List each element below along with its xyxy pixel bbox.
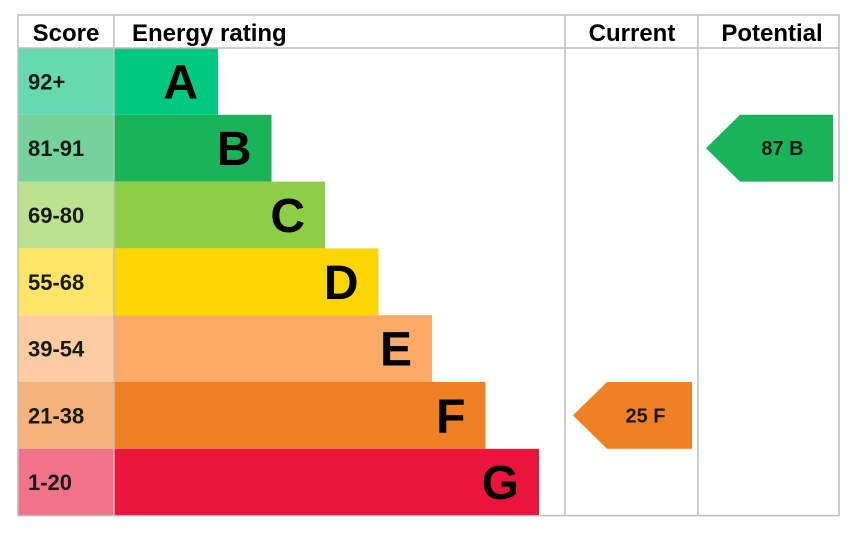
score-cell-b — [18, 114, 114, 182]
band-bar-b — [114, 114, 272, 182]
energy-rating-column-header: Energy rating — [132, 20, 287, 47]
score-range-label: 21-38 — [28, 403, 84, 428]
score-range-label: 55-68 — [28, 270, 84, 295]
band-letter: D — [324, 257, 359, 310]
score-range-label: 92+ — [28, 69, 65, 94]
score-cell-d — [18, 248, 114, 316]
score-cell-c — [18, 181, 114, 249]
score-column-header: Score — [33, 20, 100, 47]
potential-column-header: Potential — [721, 20, 822, 47]
score-range-label: 69-80 — [28, 203, 84, 228]
score-cell-g — [18, 448, 114, 516]
band-letter: F — [436, 390, 465, 443]
rating-arrows: 25 F 87 B — [573, 114, 833, 449]
band-bar-g — [114, 448, 539, 516]
band-letter: E — [380, 324, 412, 377]
score-cell-a — [18, 48, 114, 115]
band-row-e: 39-54 E — [18, 315, 432, 382]
score-range-label: 1-20 — [28, 470, 72, 495]
band-bar-c — [114, 181, 325, 249]
band-bar-a — [114, 48, 218, 115]
band-row-b: 81-91 B — [18, 114, 272, 182]
band-bar-f — [114, 382, 486, 449]
band-row-c: 69-80 C — [18, 181, 325, 249]
score-range-label: 81-91 — [28, 136, 84, 161]
band-letter: B — [217, 123, 252, 176]
current-column-header: Current — [589, 20, 676, 47]
rating-bands: 92+ A 81-91 B 69-80 C 55-68 D 39-54 E 21-38 F 1-20 G — [18, 48, 539, 516]
band-row-g: 1-20 G — [18, 448, 539, 516]
band-letter: C — [270, 190, 305, 243]
potential-rating-arrow-label: 87 B — [761, 138, 803, 160]
chart-border — [17, 14, 840, 517]
potential-rating-arrow-shape — [706, 114, 833, 182]
band-bar-e — [114, 315, 432, 382]
score-cell-e — [18, 315, 114, 382]
current-rating-arrow: 25 F — [573, 382, 692, 449]
band-row-d: 55-68 D — [18, 248, 379, 316]
header-row: Score Energy rating Current Potential — [33, 20, 823, 47]
band-letter: A — [163, 56, 198, 109]
band-row-f: 21-38 F — [18, 382, 486, 449]
potential-rating-arrow: 87 B — [706, 114, 833, 182]
current-rating-arrow-shape — [573, 382, 692, 449]
score-range-label: 39-54 — [28, 337, 85, 362]
band-row-a: 92+ A — [18, 48, 218, 115]
grid-lines — [17, 14, 840, 517]
band-letter: G — [482, 457, 519, 510]
score-cell-f — [18, 382, 114, 449]
current-rating-arrow-label: 25 F — [625, 405, 665, 427]
band-bar-d — [114, 248, 379, 316]
